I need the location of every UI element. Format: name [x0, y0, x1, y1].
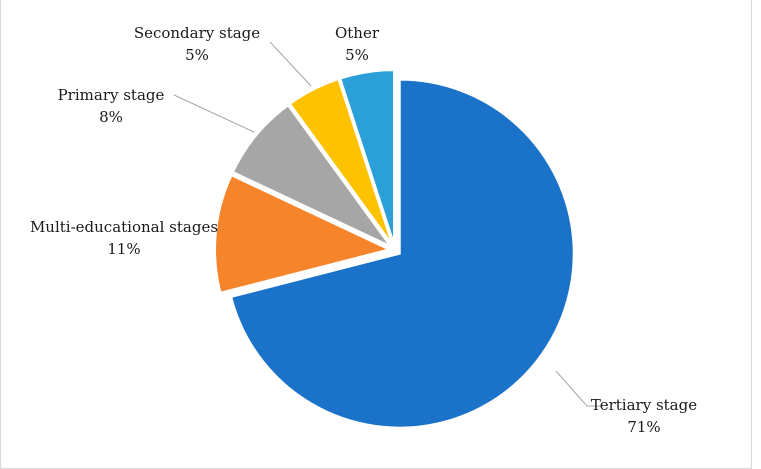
slice-percent-label: 8%: [99, 108, 123, 126]
pie-slice-multi-educational-stages: [214, 174, 392, 294]
slice-category-label: Primary stage: [58, 86, 165, 104]
slice-percent-label: 5%: [185, 46, 209, 64]
pie-slice-other: [339, 69, 396, 245]
slice-category-label: Tertiary stage: [591, 396, 697, 414]
pie-slices: [214, 69, 575, 429]
leader-line: [269, 41, 312, 87]
slice-percent-label: 5%: [345, 46, 369, 64]
slice-category-label: Other: [335, 24, 380, 42]
leader-line: [555, 370, 601, 407]
leader-lines: [173, 41, 601, 407]
slice-labels: Tertiary stage 71% Multi-educational stage…: [30, 24, 697, 436]
slice-category-label: Multi-educational stages: [30, 218, 218, 236]
slice-percent-label: 71%: [627, 418, 660, 436]
slice-category-label: Secondary stage: [134, 24, 260, 42]
slice-percent-label: 11%: [107, 240, 140, 258]
pie-slice-primary-stage: [231, 104, 392, 248]
leader-line: [173, 94, 255, 133]
pie-slice-secondary-stage: [288, 77, 394, 246]
pie-slice-tertiary-stage: [229, 78, 575, 429]
